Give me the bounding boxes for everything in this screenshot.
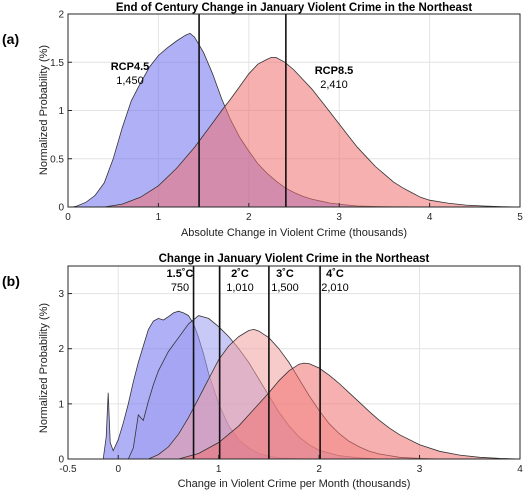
x-tick-label: 1 — [156, 212, 162, 223]
x-tick-label: 5 — [517, 212, 523, 223]
x-tick-label: 0 — [115, 464, 121, 475]
x-tick-label: 2 — [316, 464, 322, 475]
median-value-label: 750 — [171, 282, 189, 294]
y-tick-label: 2 — [58, 10, 64, 21]
x-tick-label: 3 — [417, 464, 423, 475]
median-lines-a — [198, 14, 287, 207]
x-tick-label: 4 — [427, 212, 433, 223]
x-tick-label: 0 — [65, 212, 71, 223]
median-value-label: 1,500 — [271, 282, 299, 294]
panel-a: (a) End of Century Change in January Vio… — [2, 2, 523, 239]
series-area-b-3 — [178, 362, 521, 460]
x-tick-label: -0.5 — [59, 464, 77, 475]
panel-label-a: (a) — [2, 31, 19, 47]
series-name-label: 1.5˚C — [167, 268, 194, 280]
median-lines-b — [192, 266, 321, 459]
y-tick-label: 1.5 — [50, 58, 64, 69]
median-value-label: 1,450 — [116, 75, 144, 87]
x-tick-label: 2 — [246, 212, 252, 223]
series-area-a-1 — [104, 57, 521, 208]
series-name-label: 3˚C — [276, 268, 294, 280]
x-ticks-a: 0 1 2 3 4 5 — [65, 203, 523, 223]
x-ticks-b: -0.5 0 1 2 3 4 — [59, 455, 523, 475]
series-name-label: RCP4.5 — [111, 61, 150, 73]
y-axis-label-b: Normalized Probability (%) — [38, 303, 50, 433]
median-value-label: 2,410 — [320, 79, 348, 91]
y-tick-label: 3 — [58, 289, 64, 300]
x-axis-label-a: Absolute Change in Violent Crime (thousa… — [181, 227, 407, 239]
y-tick-label: 0 — [58, 455, 64, 466]
panel-b: (b) Change in January Violent Crime in t… — [2, 253, 523, 490]
y-ticks-a: 0 0.5 1 1.5 2 — [50, 10, 72, 214]
series-name-label: 2˚C — [231, 268, 249, 280]
x-tick-label: 1 — [216, 464, 222, 475]
x-tick-label: 3 — [336, 212, 342, 223]
y-ticks-b: 0 1 2 3 — [58, 289, 72, 466]
series-name-label: RCP8.5 — [315, 65, 354, 77]
panel-label-b: (b) — [2, 273, 20, 289]
annotations-b: 1.5˚C 750 2˚C 1,010 3˚C 1,500 4˚C 2,010 — [167, 268, 349, 294]
series-group-a — [72, 32, 521, 208]
series-group-b — [102, 310, 521, 460]
chart-title-b: Change in January Violent Crime in the N… — [159, 253, 430, 265]
y-tick-label: 2 — [58, 344, 64, 355]
plot-frame-b — [67, 265, 521, 460]
y-tick-label: 0 — [58, 203, 64, 214]
y-tick-label: 1 — [58, 106, 64, 117]
series-name-label: 4˚C — [326, 268, 344, 280]
median-value-label: 1,010 — [226, 282, 254, 294]
median-value-label: 2,010 — [321, 282, 349, 294]
chart-title-a: End of Century Change in January Violent… — [116, 2, 473, 14]
x-axis-label-b: Change in Violent Crime per Month (thous… — [178, 478, 411, 490]
y-tick-label: 1 — [58, 399, 64, 410]
x-tick-label: 4 — [517, 464, 523, 475]
y-tick-label: 0.5 — [50, 154, 64, 165]
y-axis-label-a: Normalized Probability (%) — [38, 45, 50, 175]
annotations-a: RCP4.5 1,450 RCP8.5 2,410 — [111, 61, 354, 91]
